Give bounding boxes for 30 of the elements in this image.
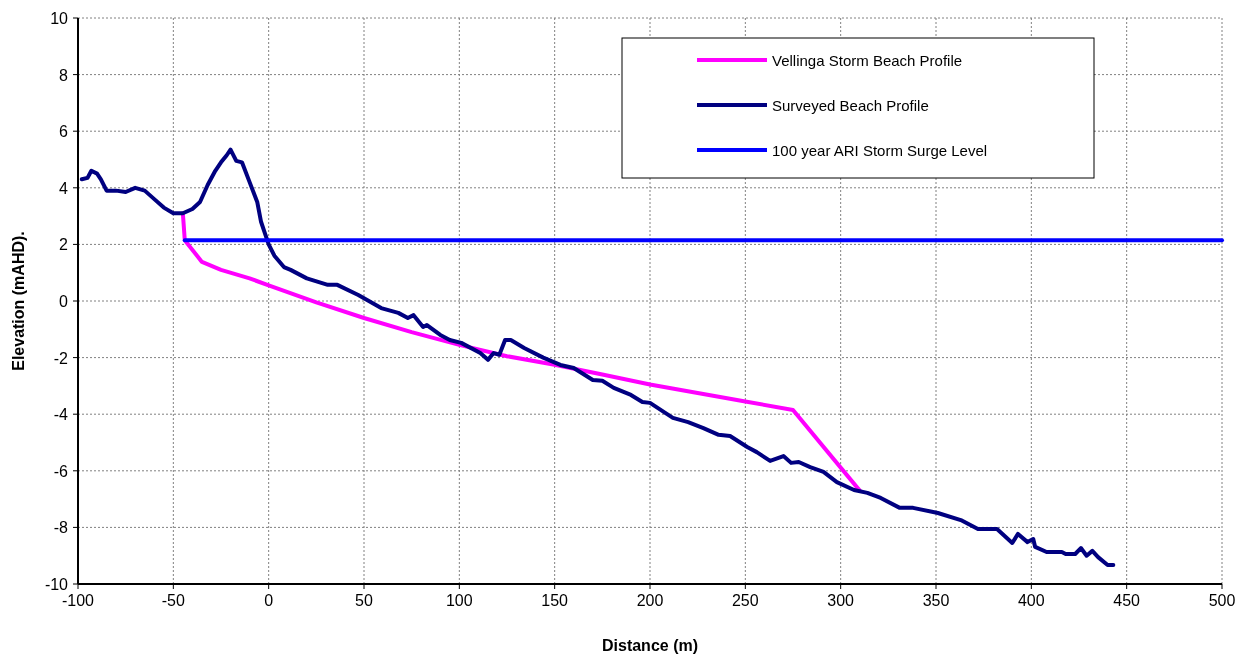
x-tick-label: 250 — [731, 592, 759, 609]
x-tick-label: 300 — [827, 592, 855, 609]
x-tick-label: 400 — [1017, 592, 1045, 609]
x-axis-title: Distance (m) — [601, 637, 699, 654]
x-tick-label: -100 — [61, 592, 95, 609]
x-tick-label: 150 — [541, 592, 569, 609]
y-axis-title: Elevation (mAHD). — [10, 231, 27, 371]
legend-label: Surveyed Beach Profile — [772, 97, 929, 114]
y-tick-label: -4 — [53, 406, 69, 424]
legend-label: 100 year ARI Storm Surge Level — [772, 142, 988, 159]
y-tick-label: -2 — [53, 349, 69, 367]
x-tick-label: 0 — [264, 592, 274, 609]
x-tick-label: 350 — [922, 592, 950, 609]
y-tick-label: -10 — [44, 576, 69, 593]
x-tick-label: 500 — [1208, 592, 1236, 609]
y-tick-label: 8 — [59, 66, 69, 84]
x-tick-label: 100 — [445, 592, 473, 609]
line-series — [79, 147, 1116, 568]
y-tick-label: 10 — [50, 10, 69, 27]
x-tick-label: 200 — [636, 592, 664, 609]
y-tick-label: -8 — [53, 519, 69, 537]
x-tick-label: 50 — [355, 592, 373, 609]
legend-label: Vellinga Storm Beach Profile — [772, 52, 963, 69]
y-tick-label: 6 — [59, 123, 69, 141]
x-tick-label: 450 — [1113, 592, 1141, 609]
x-tick-label: -50 — [161, 592, 185, 609]
y-tick-label: -6 — [53, 462, 69, 480]
y-tick-label: 4 — [59, 179, 69, 197]
y-tick-label: 2 — [59, 236, 69, 254]
y-tick-label: 0 — [59, 293, 69, 310]
